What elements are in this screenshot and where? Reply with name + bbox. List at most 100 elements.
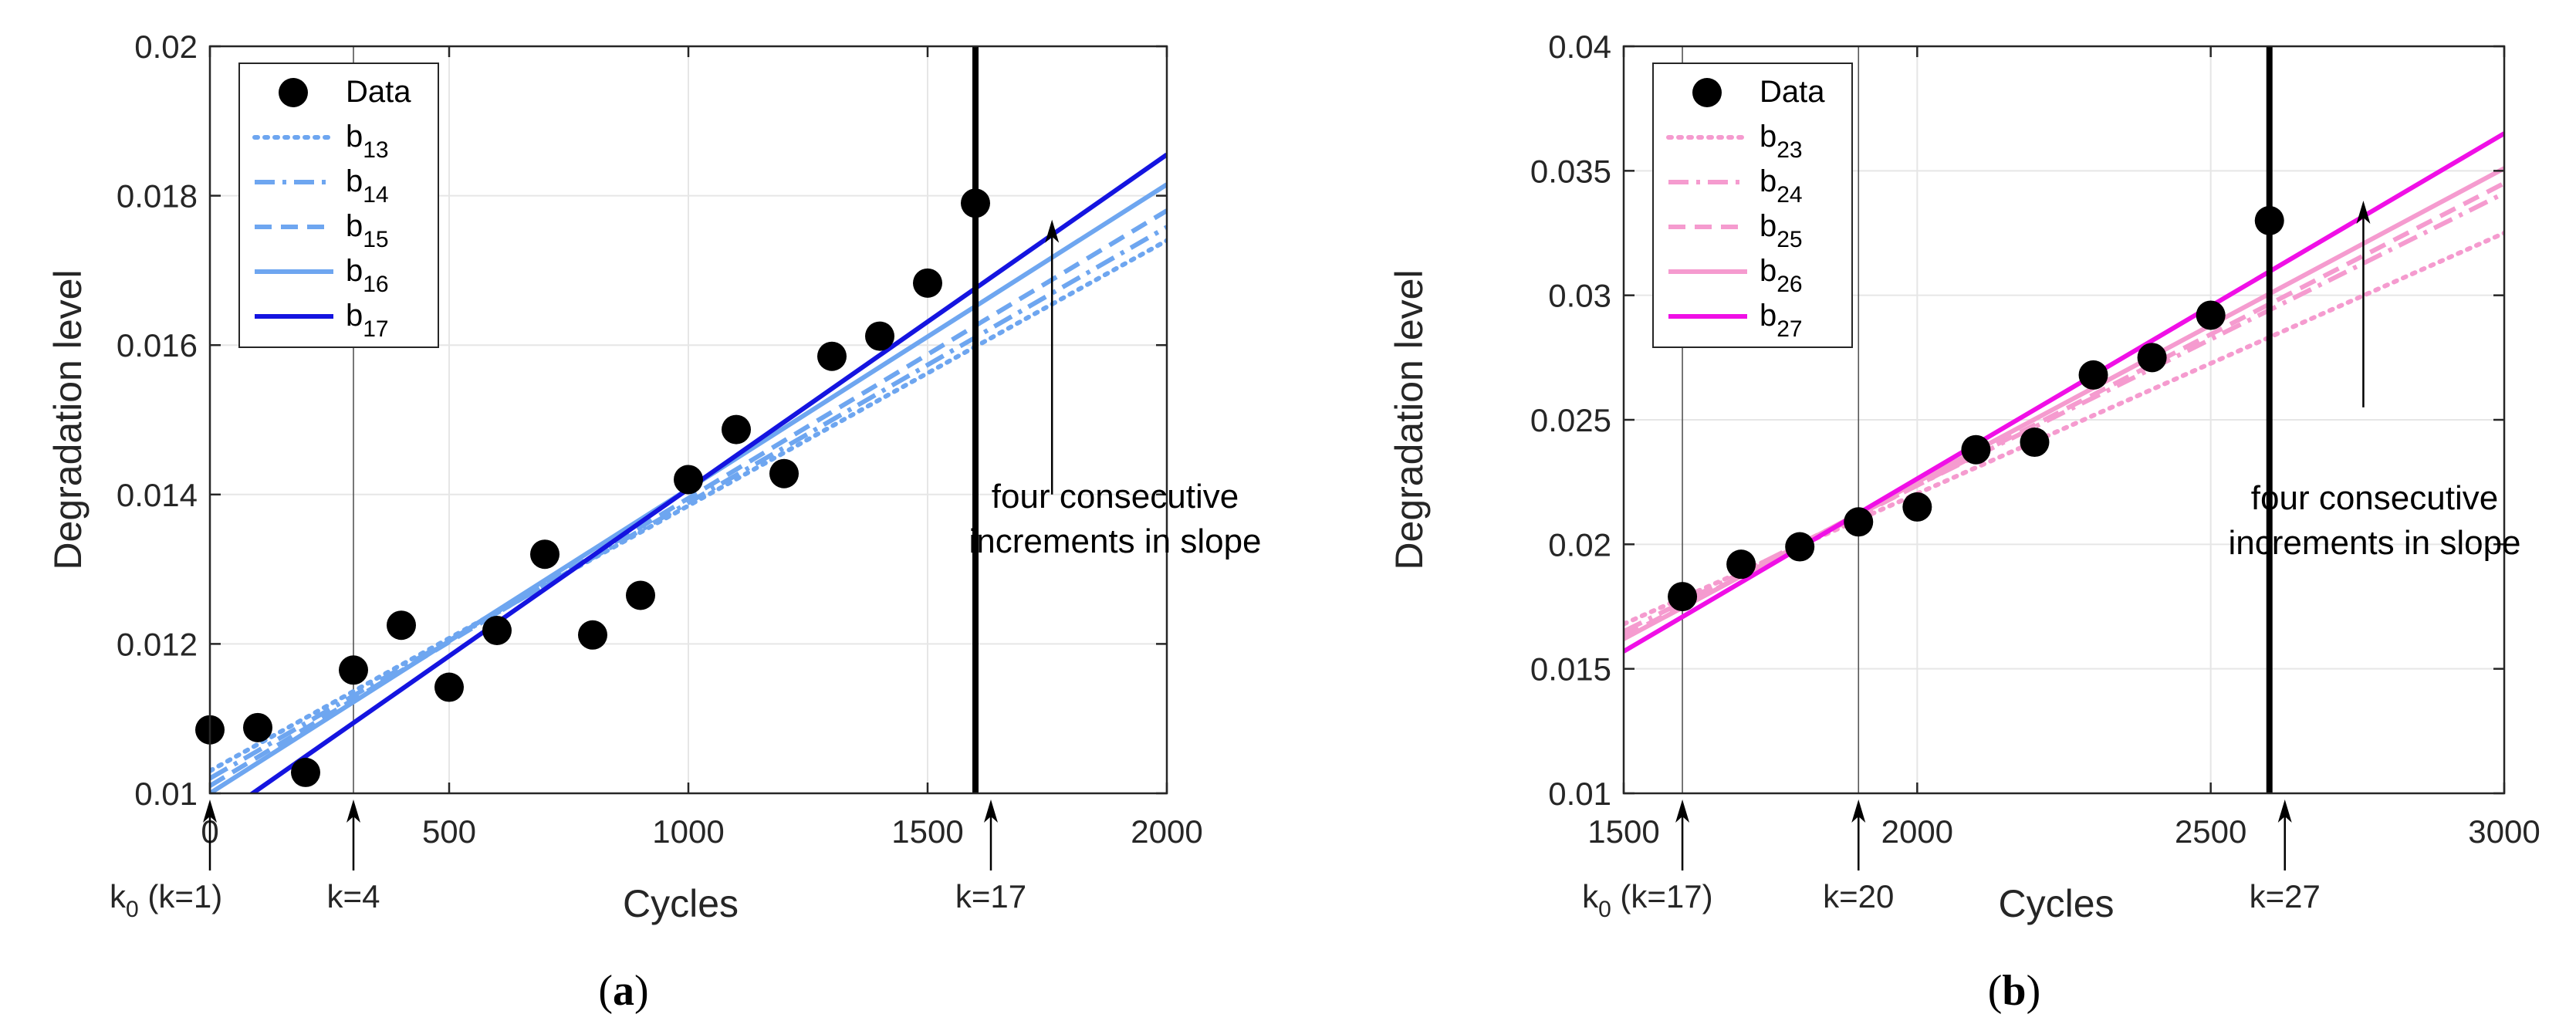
panel-a-legend-label-base-3: b [346,254,363,288]
panel-a-marker-label-0: k0 (k=1) [110,878,222,922]
panel-b-data-point-7 [2078,360,2108,390]
panel-a-y-tick-label-4: 0.018 [117,178,198,215]
panel-a-y-tick-label-5: 0.02 [134,29,198,65]
panel-a-legend-label-sub-0: 13 [363,137,388,163]
panel-b-data-point-8 [2137,343,2167,373]
panel-b-legend-label-base-2: b [1760,209,1776,243]
panel-b-legend-label-base-1: b [1760,164,1776,198]
panel-a-marker-label-2: k=17 [955,878,1026,914]
panel-b-legend-label-sub-1: 24 [1776,182,1802,208]
panel-b-marker-label-base-0: k [1582,878,1599,914]
panel-a-chart: 0 500 1000 1500 2000 0.01 0.012 0.014 0.016 0.018… [46,29,1262,925]
panel-a-data-point-12 [769,458,799,488]
panel-a-legend-label-sub-2: 15 [363,227,388,252]
panel-a-caption: (a) [598,967,648,1015]
panel-a-legend-label-b13: b13 [346,120,389,163]
panel-b-marker-arrow-head-1 [1851,799,1866,823]
panel-b-data-point-9 [2196,300,2226,330]
panel-b-y-tick-label-2: 0.02 [1548,526,1611,563]
panel-b-legend-label-b27: b27 [1760,299,1803,342]
panel-a-data-point-4 [387,610,416,641]
panel-a-annotation-arrow-head [1045,219,1060,243]
panel-b-x-tick-label-1: 2000 [1881,813,1953,850]
panel-a-marker-arrow-head-1 [347,799,360,823]
panel-b-annotation-arrow-head [2356,201,2371,225]
panel-a-data-point-11 [722,414,751,445]
panel-a-annotation-line-1: increments in slope [969,522,1261,560]
panel-b-data-point-1 [1726,549,1756,580]
panel-b-legend-box [1652,63,1853,348]
panel-b-marker-label-0: k0 (k=17) [1582,878,1713,922]
panel-a-x-tick-label-3: 1500 [891,813,963,850]
panel-b-y-tick-label-5: 0.035 [1530,153,1611,189]
panel-b-y-axis-label: Degradation level [1388,269,1431,570]
panel-a-legend-label-sub-3: 16 [363,272,388,297]
panel-b-annotation-line-0: four consecutive [2251,479,2498,517]
panel-b-data-point-6 [2020,428,2050,458]
panel-a-marker-label-1: k=4 [327,878,380,914]
panel-b-legend-label-base-4: b [1760,299,1776,333]
panel-b-annotation-line-1: increments in slope [2228,524,2520,562]
panel-a-marker-label-base-0: k [110,878,127,914]
panel-a-marker-arrow-head-0 [203,799,217,823]
panel-b-x-tick-label-3: 3000 [2468,813,2540,850]
panel-b-chart: 1500 2000 2500 3000 0.01 0.015 0.02 0.025 0.03 0.… [1388,29,2541,925]
panel-a-y-axis-label: Degradation level [46,269,90,570]
panel-a-y-tick-label-1: 0.012 [117,626,198,662]
panel-b-legend-data-marker [1692,78,1722,107]
panel-b-fit-line-b27 [1624,131,2504,654]
panel-a-legend-data-label: Data [346,75,411,109]
panel-a-legend-label-base-2: b [346,209,363,243]
panel-b-marker-label-1: k=20 [1823,878,1894,914]
panel-a-data-point-9 [626,580,655,610]
panel-a-legend-label-b16: b16 [346,254,389,297]
panel-a-legend-label-base-1: b [346,164,363,198]
panel-a-data-point-15 [913,268,942,298]
panel-a-x-axis-label: Cycles [623,882,739,925]
panel-b-x-tick-label-2: 2500 [2175,813,2246,850]
panel-a-fit-line-b14 [210,225,1167,781]
panel-b-y-tick-label-0: 0.01 [1548,776,1611,812]
panel-b-y-tick-label-4: 0.03 [1548,278,1611,314]
panel-a-data-point-5 [434,672,464,702]
panel-a-y-tick-label-2: 0.014 [117,477,198,513]
panel-a-fit-line-b13 [210,238,1167,773]
panel-b-marker-label-sub-0: 0 [1598,897,1611,922]
panel-b-y-tick-label-6: 0.04 [1548,29,1611,65]
panel-b-y-tick-label-1: 0.015 [1530,651,1611,688]
panel-b-data-point-2 [1785,532,1815,562]
panel-b-marker-arrow-head-0 [1675,799,1690,823]
panel-a-y-tick-label-0: 0.01 [134,776,198,812]
panel-b-x-axis-label: Cycles [1998,882,2114,925]
panel-b-data-point-3 [1844,507,1874,537]
panel-a-legend-label-sub-4: 17 [363,316,388,342]
panel-b-marker-label-suffix-0: (k=17) [1611,878,1713,914]
panel-a-data-point-7 [530,539,559,570]
panel-b-legend-label-base-0: b [1760,120,1776,154]
panel-a-data-point-8 [578,620,607,650]
panel-b-legend-label-base-3: b [1760,254,1776,288]
panel-b-legend-label-sub-0: 23 [1776,137,1802,163]
panel-b-data-point-4 [1902,492,1932,522]
panel-a-legend-label-b14: b14 [346,164,389,208]
panel-a-x-tick-label-4: 2000 [1131,813,1202,850]
panel-a-legend-label-b17: b17 [346,299,389,342]
panel-b-legend-label-sub-2: 25 [1776,227,1802,252]
panel-a-marker-label-sub-0: 0 [126,897,139,922]
panel-a-legend-box [238,63,439,348]
panel-b-data-point-10 [2254,205,2284,235]
panel-a-x-tick-label-2: 1000 [652,813,724,850]
panel-b-x-tick-label-0: 1500 [1587,813,1659,850]
panel-b-y-tick-label-3: 0.025 [1530,402,1611,438]
panel-a-marker-arrow-head-2 [984,799,998,823]
panel-a-legend-label-b15: b15 [346,209,389,252]
panel-b-legend-label-sub-3: 26 [1776,272,1802,297]
panel-b-data-point-5 [1961,434,1991,465]
panel-a-annotation-line-0: four consecutive [992,478,1239,516]
panel-b-data-point-0 [1668,582,1698,612]
panel-a-data-point-13 [817,341,847,371]
panel-b-legend-data-label: Data [1760,75,1825,109]
panel-b-marker-label-2: k=27 [2250,878,2321,914]
panel-a-data-point-3 [339,655,368,685]
